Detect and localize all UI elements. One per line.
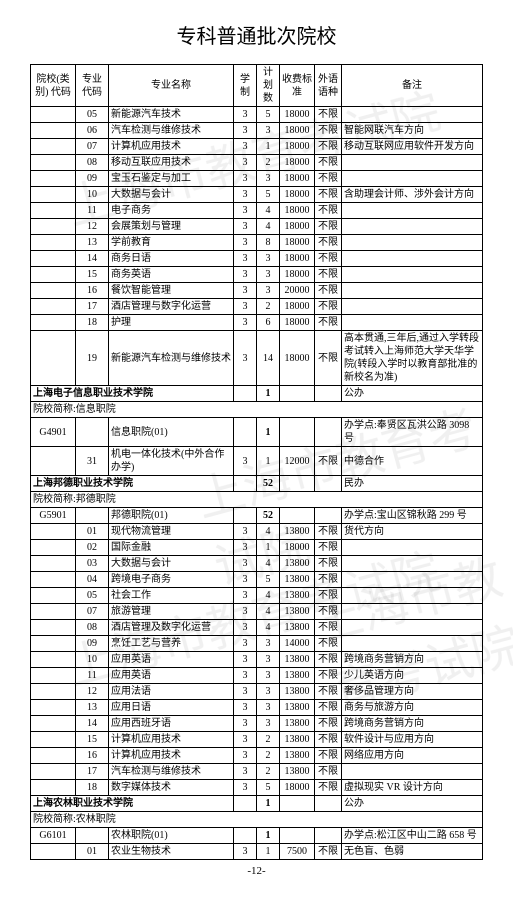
page-number: -12-	[30, 865, 483, 877]
table-row: 院校简称:信息职院	[31, 402, 483, 418]
table-row: 08酒店管理及数字化运营3413800不限	[31, 620, 483, 636]
table-row: 10应用英语3313800不限跨境商务营销方向	[31, 652, 483, 668]
table-row: 14应用西班牙语3313800不限跨境商务营销方向	[31, 716, 483, 732]
table-row: 上海农林职业技术学院1公办	[31, 796, 483, 812]
table-row: 12会展策划与管理3418000不限	[31, 219, 483, 235]
school-abbr: 院校简称:信息职院	[31, 402, 483, 418]
col-code: 院校(类别) 代码	[31, 65, 76, 107]
table-row: 15商务英语3318000不限	[31, 267, 483, 283]
table-row: 17汽车检测与维修技术3213800不限	[31, 764, 483, 780]
table-header-row: 院校(类别) 代码 专业 代码 专业名称 学制 计划数 收费标准 外语语种 备注	[31, 65, 483, 107]
table-row: 16餐饮智能管理3320000不限	[31, 283, 483, 299]
table-row: 12应用法语3313800不限奢侈品管理方向	[31, 684, 483, 700]
school-name: 上海农林职业技术学院	[31, 796, 234, 812]
table-row: 01现代物流管理3413800不限货代方向	[31, 524, 483, 540]
table-row: 上海电子信息职业技术学院1公办	[31, 386, 483, 402]
col-fee: 收费标准	[280, 65, 315, 107]
table-row: 09宝玉石鉴定与加工3318000不限	[31, 171, 483, 187]
table-row: 31机电一体化技术(中外合作办学)3112000不限中德合作	[31, 447, 483, 476]
table-row: 16计算机应用技术3213800不限网络应用方向	[31, 748, 483, 764]
school-name: 上海邦德职业技术学院	[31, 476, 234, 492]
table-row: 10大数据与会计3518000不限含助理会计师、涉外会计方向	[31, 187, 483, 203]
table-row: 09烹饪工艺与营养3314000不限	[31, 636, 483, 652]
table-row: 15计算机应用技术3213800不限软件设计与应用方向	[31, 732, 483, 748]
table-row: 01农业生物技术317500不限无色盲、色弱	[31, 844, 483, 860]
table-row: 13应用日语3313800不限商务与旅游方向	[31, 700, 483, 716]
table-row: 13学前教育3818000不限	[31, 235, 483, 251]
table-row: 18数字媒体技术3518000不限虚拟现实 VR 设计方向	[31, 780, 483, 796]
col-plan: 计划数	[257, 65, 280, 107]
table-row: 06汽车检测与维修技术3318000不限智能网联汽车方向	[31, 123, 483, 139]
table-row: 05新能源汽车技术3518000不限	[31, 107, 483, 123]
table-row: 院校简称:农林职院	[31, 812, 483, 828]
col-xz: 学制	[234, 65, 257, 107]
table-row: G6101农林职院(01)1办学点:松江区中山二路 658 号	[31, 828, 483, 844]
table-row: 04跨境电子商务3513800不限	[31, 572, 483, 588]
school-abbr: 院校简称:邦德职院	[31, 492, 483, 508]
table-row: 14商务日语3318000不限	[31, 251, 483, 267]
table-row: 11应用英语3313800不限少儿英语方向	[31, 668, 483, 684]
col-name: 专业名称	[109, 65, 234, 107]
table-row: 院校简称:邦德职院	[31, 492, 483, 508]
table-row: 03大数据与会计3413800不限	[31, 556, 483, 572]
school-name: 上海电子信息职业技术学院	[31, 386, 234, 402]
table-row: 07计算机应用技术3118000不限移动互联网应用软件开发方向	[31, 139, 483, 155]
page-title: 专科普通批次院校	[30, 20, 483, 49]
table-row: G4901信息职院(01)1办学点:奉贤区瓦洪公路 3098 号	[31, 418, 483, 447]
table-row: 18护理3618000不限	[31, 315, 483, 331]
table-row: 19新能源汽车检测与维修技术31418000不限高本贯通,三年后,通过入学转段考…	[31, 331, 483, 386]
table-row: 上海邦德职业技术学院52民办	[31, 476, 483, 492]
table-row: G5901邦德职院(01)52办学点:宝山区锦秋路 299 号	[31, 508, 483, 524]
table-row: 08移动互联应用技术3218000不限	[31, 155, 483, 171]
table-row: 07旅游管理3413800不限	[31, 604, 483, 620]
table-row: 11电子商务3418000不限	[31, 203, 483, 219]
col-note: 备注	[342, 65, 483, 107]
col-mcode: 专业 代码	[76, 65, 109, 107]
table-row: 02国际金融3118000不限	[31, 540, 483, 556]
table-row: 05社会工作3413800不限	[31, 588, 483, 604]
schools-table: 院校(类别) 代码 专业 代码 专业名称 学制 计划数 收费标准 外语语种 备注…	[30, 64, 483, 860]
table-row: 17酒店管理与数字化运营3218000不限	[31, 299, 483, 315]
col-lang: 外语语种	[315, 65, 342, 107]
school-abbr: 院校简称:农林职院	[31, 812, 483, 828]
